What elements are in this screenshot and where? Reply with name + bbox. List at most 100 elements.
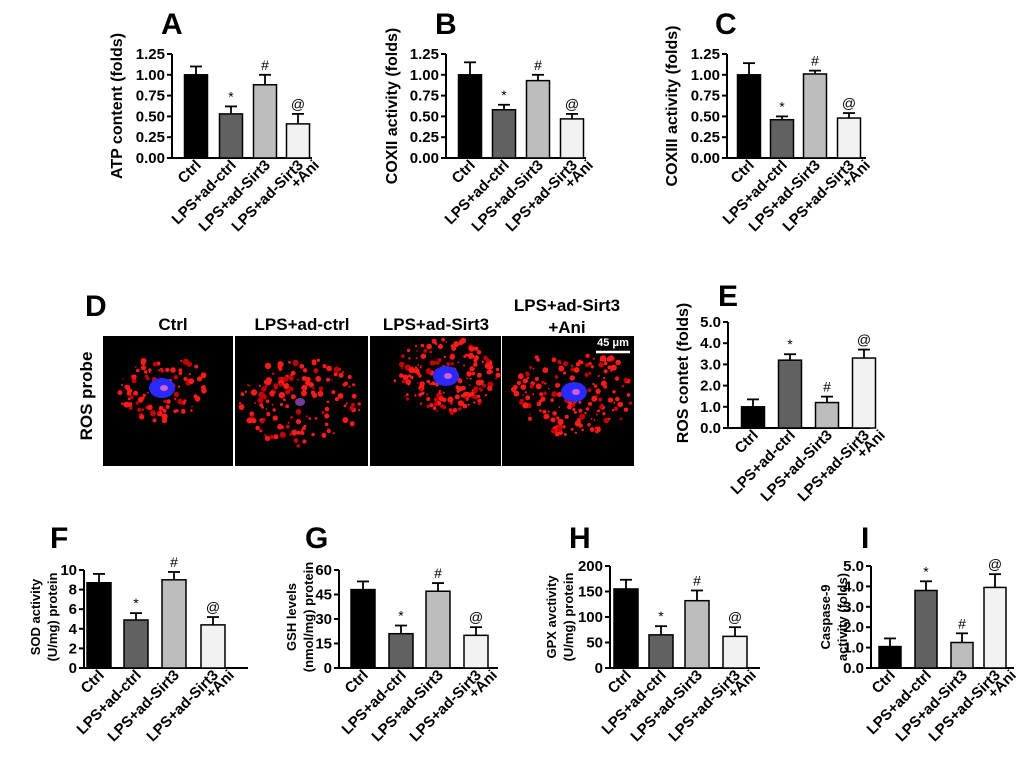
ros-signal-dot bbox=[603, 369, 608, 374]
ros-signal-dot bbox=[550, 398, 554, 403]
ros-signal-dot bbox=[423, 348, 428, 353]
ros-signal-dot bbox=[279, 382, 283, 387]
ros-signal-dot bbox=[190, 409, 193, 412]
ros-signal-dot bbox=[450, 344, 454, 348]
image-row-label: ROS probe bbox=[77, 352, 96, 441]
ros-signal-dot bbox=[326, 429, 331, 434]
ros-signal-dot bbox=[595, 429, 598, 432]
ros-signal-dot bbox=[525, 395, 531, 401]
ros-signal-dot bbox=[186, 363, 190, 367]
ros-signal-dot bbox=[562, 425, 566, 429]
bar bbox=[457, 74, 483, 159]
ros-signal-dot bbox=[261, 386, 267, 392]
ros-signal-dot bbox=[401, 379, 406, 384]
ros-signal-dot bbox=[166, 399, 171, 404]
ros-signal-dot bbox=[558, 430, 563, 435]
ros-signal-dot bbox=[352, 383, 356, 387]
ros-signal-dot bbox=[173, 375, 178, 380]
category-label: Ctrl bbox=[605, 667, 635, 697]
significance-marker: * bbox=[658, 608, 664, 624]
significance-marker: * bbox=[398, 608, 404, 624]
ros-signal-dot bbox=[280, 425, 284, 429]
ros-signal-dot bbox=[178, 371, 183, 376]
ros-signal-dot bbox=[278, 367, 282, 372]
bar bbox=[491, 108, 517, 159]
ros-signal-dot bbox=[290, 370, 296, 376]
significance-marker: # bbox=[170, 554, 178, 570]
ros-signal-dot bbox=[598, 397, 603, 402]
ros-signal-dot bbox=[283, 383, 290, 390]
ros-signal-dot bbox=[536, 401, 542, 407]
ros-signal-dot bbox=[133, 392, 137, 396]
ros-signal-dot bbox=[571, 364, 573, 367]
significance-marker: @ bbox=[206, 599, 220, 615]
ros-signal-dot bbox=[544, 382, 547, 385]
ros-signal-dot bbox=[338, 372, 344, 378]
y-axis-title: COXIII activity (folds) bbox=[664, 26, 681, 187]
ros-signal-dot bbox=[446, 362, 451, 366]
ros-signal-dot bbox=[610, 369, 613, 372]
ros-signal-dot bbox=[453, 341, 460, 348]
ros-signal-dot bbox=[301, 384, 308, 391]
y-axis-title: COXII activity (folds) bbox=[384, 28, 401, 184]
y-tick-label: 45 bbox=[315, 587, 332, 604]
ros-signal-dot bbox=[141, 396, 145, 400]
ros-signal-dot bbox=[419, 387, 423, 391]
ros-signal-dot bbox=[518, 400, 524, 405]
panel-letter-e: E bbox=[718, 280, 738, 313]
ros-signal-dot bbox=[347, 374, 352, 380]
ros-signal-dot bbox=[238, 401, 242, 405]
ros-signal-dot bbox=[511, 386, 517, 393]
ros-signal-dot bbox=[465, 353, 469, 357]
ros-signal-dot bbox=[157, 411, 160, 414]
ros-signal-dot bbox=[148, 368, 152, 372]
ros-signal-dot bbox=[469, 366, 475, 372]
ros-signal-dot bbox=[310, 390, 316, 396]
ros-signal-dot bbox=[299, 363, 305, 369]
ros-signal-dot bbox=[542, 409, 547, 414]
ros-signal-dot bbox=[431, 338, 437, 344]
ros-signal-dot bbox=[257, 397, 264, 404]
ros-signal-dot bbox=[158, 405, 164, 411]
ros-signal-dot bbox=[175, 409, 179, 413]
ros-signal-dot bbox=[271, 403, 274, 406]
y-tick-label: 30 bbox=[315, 611, 332, 628]
ros-signal-dot bbox=[264, 435, 271, 442]
ros-signal-dot bbox=[357, 402, 361, 406]
ros-signal-dot bbox=[300, 429, 304, 432]
ros-signal-dot bbox=[121, 402, 124, 405]
ros-signal-dot bbox=[579, 360, 584, 365]
ros-signal-dot bbox=[426, 379, 431, 384]
y-tick-label: 0 bbox=[324, 660, 332, 677]
ros-signal-dot bbox=[240, 392, 245, 396]
chart-h: H 0 50 100 150 200 GPX avctivity (U/mg) protein… bbox=[544, 522, 760, 745]
ros-signal-dot bbox=[536, 358, 540, 362]
ros-signal-dot bbox=[314, 417, 318, 420]
ros-signal-dot bbox=[575, 361, 581, 367]
ros-signal-dot bbox=[173, 391, 180, 398]
ros-signal-dot bbox=[628, 401, 633, 405]
ros-signal-dot bbox=[435, 410, 438, 412]
y-axis-title: ROS contet (folds) bbox=[675, 303, 692, 443]
ros-signal-dot bbox=[249, 385, 251, 387]
ros-signal-dot bbox=[238, 404, 245, 410]
ros-signal-dot bbox=[351, 393, 357, 399]
ros-signal-dot bbox=[277, 376, 282, 381]
ros-signal-dot bbox=[244, 390, 248, 393]
ros-signal-dot bbox=[483, 355, 488, 361]
ros-signal-dot bbox=[441, 397, 447, 403]
ros-signal-dot bbox=[261, 405, 264, 409]
ros-signal-dot bbox=[557, 359, 562, 364]
ros-signal-dot bbox=[431, 381, 436, 386]
ros-signal-dot bbox=[567, 404, 572, 410]
ros-signal-dot bbox=[333, 372, 338, 377]
microscopy-image bbox=[370, 336, 501, 466]
ros-signal-dot bbox=[288, 386, 294, 392]
ros-signal-dot bbox=[467, 352, 475, 359]
ros-signal-dot bbox=[608, 417, 611, 421]
ros-signal-dot bbox=[269, 390, 275, 396]
ros-signal-dot bbox=[117, 390, 123, 396]
ros-signal-dot bbox=[266, 412, 271, 417]
ros-signal-dot bbox=[532, 368, 535, 370]
ros-signal-dot bbox=[334, 397, 339, 402]
